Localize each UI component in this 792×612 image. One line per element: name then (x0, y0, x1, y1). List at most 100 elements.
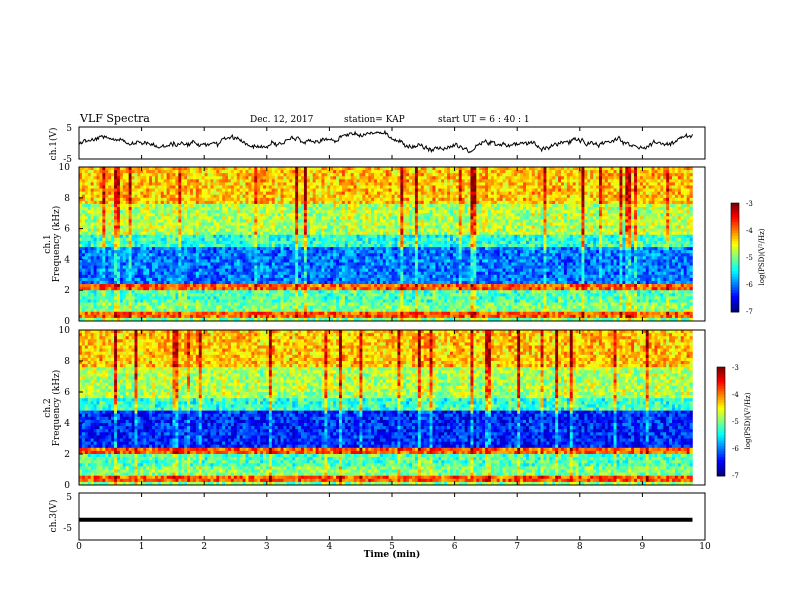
spec1-cell (292, 176, 295, 179)
spec1-cell (222, 182, 225, 185)
spec1-cell (479, 170, 482, 173)
spec1-cell (631, 185, 634, 188)
spec1-cell (339, 176, 342, 179)
spec1-cell (681, 173, 684, 176)
spec1-cell (208, 179, 211, 182)
spec1-cell (625, 189, 628, 192)
spec1-cell (374, 167, 377, 170)
spec1-cell (129, 185, 132, 188)
spec1-cell (146, 167, 149, 170)
spec1-cell (187, 173, 190, 176)
spec1-cell (196, 170, 199, 173)
spec1-cell (508, 173, 511, 176)
spec1-cell (555, 176, 558, 179)
spec1-cell (354, 185, 357, 188)
spec1-cell (520, 170, 523, 173)
spec1-cell (327, 192, 330, 195)
spec1-cell (333, 167, 336, 170)
spec1-cell (380, 176, 383, 179)
spec1-cell (97, 173, 100, 176)
spec1-cell (164, 173, 167, 176)
spec1-cell (456, 176, 459, 179)
spec1-cell (599, 170, 602, 173)
spec1-cell (497, 167, 500, 170)
spec1-cell (441, 189, 444, 192)
spec1-cell (251, 185, 254, 188)
spec1-cell (535, 176, 538, 179)
spec1-cell (482, 182, 485, 185)
spec1-cell (640, 173, 643, 176)
spec1-cell (178, 192, 181, 195)
spec1-cell (459, 167, 462, 170)
spec1-cell (345, 185, 348, 188)
spec1-cell (260, 173, 263, 176)
spec1-cell (219, 189, 222, 192)
spec1-cell (120, 179, 123, 182)
spec1-cell (374, 192, 377, 195)
spec1-cell (476, 179, 479, 182)
spec1-cell (114, 170, 117, 173)
spec1-cell (374, 173, 377, 176)
date-label: Dec. 12, 2017 (250, 115, 314, 125)
spec1-cell (94, 185, 97, 188)
spec1-cell (88, 173, 91, 176)
spec1-cell (82, 167, 85, 170)
spec1-cell (161, 189, 164, 192)
spec1-cell (412, 179, 415, 182)
spec1-cell (485, 173, 488, 176)
spec1-cell (450, 182, 453, 185)
spec1-cell (161, 192, 164, 195)
spec1-cell (470, 170, 473, 173)
spec1-cell (584, 176, 587, 179)
spec1-cell (143, 176, 146, 179)
spec1-cell (427, 179, 430, 182)
spec1-cell (172, 173, 175, 176)
spec1-cell (447, 170, 450, 173)
spec1-cell (590, 176, 593, 179)
spec1-cell (228, 167, 231, 170)
spec1-cell (514, 189, 517, 192)
spec1-cell (476, 173, 479, 176)
spec1-cell (488, 182, 491, 185)
spec1-cell (684, 185, 687, 188)
spec1-cell (129, 189, 132, 192)
spec1-cell (444, 170, 447, 173)
spec1-cell (108, 185, 111, 188)
spec1-cell (535, 173, 538, 176)
spec1-cell (377, 176, 380, 179)
spec1-cell (348, 185, 351, 188)
spec1-cell (514, 173, 517, 176)
spec1-cell (520, 182, 523, 185)
spec1-cell (82, 176, 85, 179)
spec1-cell (102, 173, 105, 176)
spec1-cell (532, 179, 535, 182)
spec1-cell (240, 173, 243, 176)
spec1-cell (251, 173, 254, 176)
spec1-cell (248, 167, 251, 170)
spec1-cell (155, 170, 158, 173)
spec1-cell (628, 185, 631, 188)
spec1-cell (555, 170, 558, 173)
spec1-cell (646, 189, 649, 192)
spec1-cell (260, 176, 263, 179)
spec1-cell (164, 170, 167, 173)
spec1-cell (555, 185, 558, 188)
spec1-cell (135, 189, 138, 192)
spec1-cell (558, 185, 561, 188)
spec1-cell (85, 176, 88, 179)
spec1-cell (617, 185, 620, 188)
spec1-cell (479, 179, 482, 182)
spec1-cell (432, 182, 435, 185)
spec1-cell (354, 189, 357, 192)
spec1-cell (482, 179, 485, 182)
spec1-cell (342, 192, 345, 195)
spec1-cell (532, 185, 535, 188)
spec1-cell (450, 176, 453, 179)
spec1-cell (634, 176, 637, 179)
spec1-cell (336, 182, 339, 185)
spec1-cell (272, 170, 275, 173)
spec1-cell (257, 167, 260, 170)
spec1-cell (424, 179, 427, 182)
spec1-cell (105, 167, 108, 170)
spec1-cell (281, 173, 284, 176)
